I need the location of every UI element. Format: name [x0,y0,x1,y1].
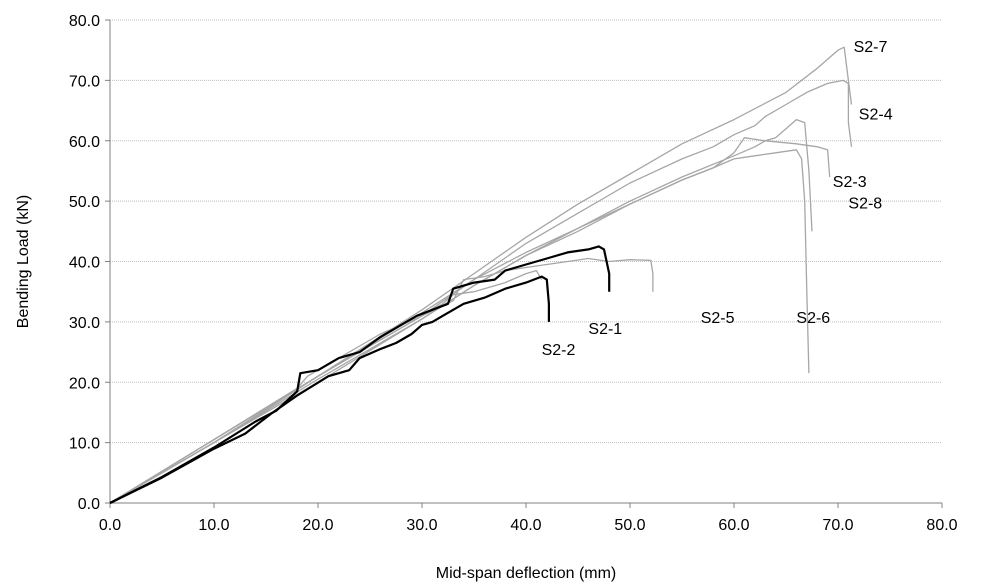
series-label-s2-4: S2-4 [859,107,893,124]
series-label-s2-2: S2-2 [542,342,576,359]
series-line-s2-2 [109,275,551,504]
x-tick-label: 70.0 [822,517,853,534]
x-tick-label: 50.0 [614,517,645,534]
series-labels: S2-1 S2-2 S2-3 S2-4 S2-5 S2-6 S2-7 S2-8 [542,39,893,359]
grid-lines [110,19,942,444]
series-label-s2-5: S2-5 [701,310,735,327]
axes [105,19,943,508]
y-tick-label: 70.0 [69,73,100,90]
series-line-s2-8 [109,118,813,504]
series-line-s2-7 [109,46,853,504]
series-label-s2-1: S2-1 [588,321,622,338]
series-label-s2-3: S2-3 [833,174,867,191]
series-lines [109,46,853,504]
series-label-s2-6: S2-6 [796,310,830,327]
y-tick-label: 10.0 [69,436,100,453]
x-tick-label: 80.0 [926,517,957,534]
series-line-unlabelled [109,269,543,504]
y-tick-label: 30.0 [69,315,100,332]
x-tick-label: 0.0 [99,517,121,534]
y-tick-label: 40.0 [69,255,100,272]
tick-labels: 0.0 10.0 20.0 30.0 40.0 50.0 60.0 70.0 80.0 0.0 10… [69,13,958,534]
y-tick-label: 20.0 [69,375,100,392]
series-line-s2-5 [109,257,654,504]
y-tick-label: 80.0 [69,13,100,30]
x-tick-label: 40.0 [510,517,541,534]
series-label-s2-8: S2-8 [848,195,882,212]
series-label-s2-7: S2-7 [854,39,888,56]
x-tick-label: 20.0 [302,517,333,534]
y-tick-label: 50.0 [69,194,100,211]
y-tick-label: 60.0 [69,134,100,151]
x-tick-label: 60.0 [718,517,749,534]
y-axis-title: Bending Load (kN) [15,195,32,328]
series-line-s2-4 [109,79,853,504]
y-tick-label: 0.0 [78,496,100,513]
x-tick-label: 10.0 [198,517,229,534]
x-tick-label: 30.0 [406,517,437,534]
x-axis-title: Mid-span deflection (mm) [436,565,617,582]
